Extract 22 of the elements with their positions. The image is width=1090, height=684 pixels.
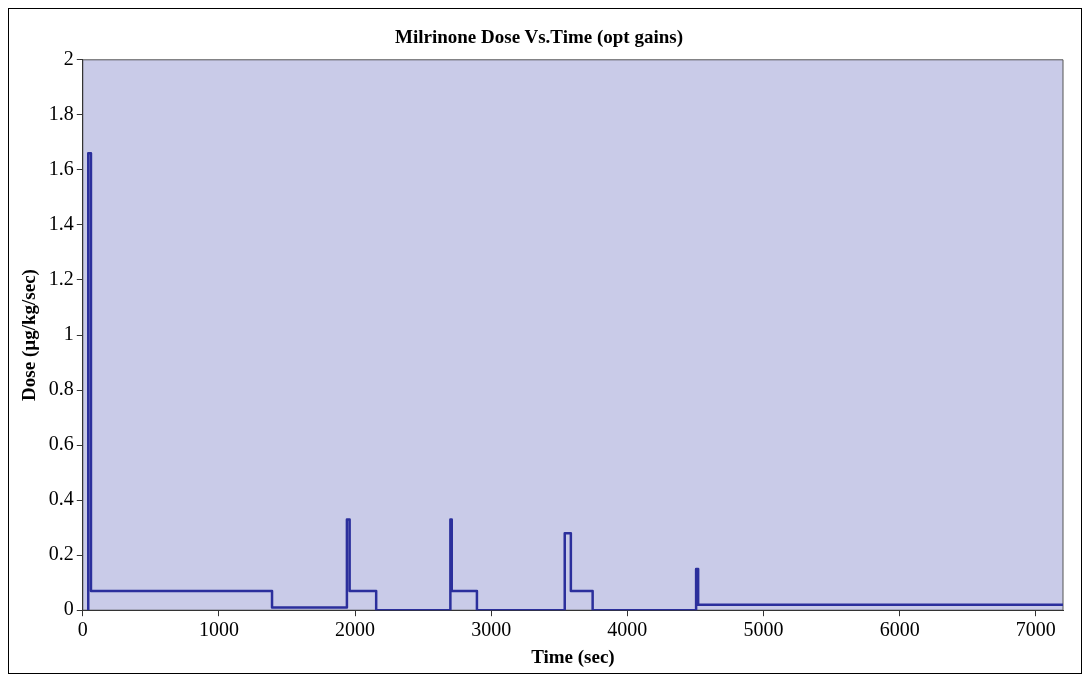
- y-tick-label: 0: [63, 597, 74, 620]
- chart-title: Milrinone Dose Vs.Time (opt gains): [395, 26, 683, 49]
- x-axis-title: Time (sec): [531, 645, 615, 668]
- y-tick-label: 0.6: [48, 432, 74, 455]
- y-tick-label: 1.2: [48, 267, 74, 290]
- x-tick-label: 2000: [335, 618, 376, 641]
- y-tick-label: 1.4: [48, 212, 74, 235]
- y-tick-label: 1: [63, 322, 74, 345]
- y-tick-label: 1.8: [48, 102, 74, 125]
- x-tick-label: 1000: [198, 618, 239, 641]
- y-tick-label: 0.2: [48, 542, 74, 565]
- x-tick-label: 7000: [1015, 618, 1056, 641]
- y-tick-label: 0.8: [48, 377, 74, 400]
- x-tick-label: 5000: [743, 618, 784, 641]
- x-tick-label: 0: [77, 618, 88, 641]
- x-tick-label: 3000: [471, 618, 512, 641]
- y-tick-label: 0.4: [48, 487, 74, 510]
- y-tick-label: 2: [63, 47, 74, 70]
- x-tick-label: 6000: [879, 618, 920, 641]
- y-axis-title: Dose (µg/kg/sec): [18, 269, 41, 401]
- x-tick-label: 4000: [607, 618, 648, 641]
- y-tick-label: 1.6: [48, 157, 74, 180]
